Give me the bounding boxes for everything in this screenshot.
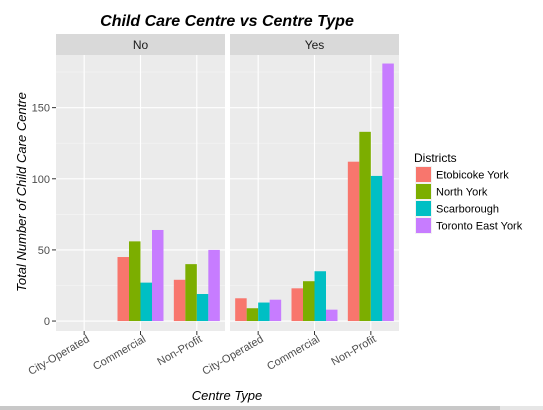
- x-tick-label: Non-Profit: [329, 333, 378, 368]
- bar: [185, 264, 197, 322]
- legend-swatch: [416, 167, 431, 182]
- legend-swatch: [416, 218, 431, 233]
- scrollbar-thumb[interactable]: [0, 406, 500, 410]
- y-tick-label: 50: [38, 245, 50, 257]
- bar: [359, 131, 371, 322]
- bar: [303, 281, 315, 322]
- panel-1-strip-label: No: [133, 38, 149, 52]
- legend-label: Scarborough: [436, 204, 499, 216]
- x-tick-label: City-Operated: [200, 333, 265, 378]
- bar: [326, 309, 338, 322]
- y-tick-label: 100: [32, 174, 50, 186]
- bar: [347, 161, 360, 322]
- bar: [246, 308, 259, 322]
- y-tick-label: 0: [44, 316, 50, 328]
- bar: [314, 271, 326, 322]
- legend: Etobicoke York North York Scarborough Toron…: [415, 166, 523, 234]
- bar: [196, 294, 209, 322]
- legend-title: Districts: [414, 151, 457, 165]
- chart-title: Child Care Centre vs Centre Type: [100, 13, 354, 30]
- legend-swatch: [416, 184, 431, 199]
- x-axis-title: Centre Type: [192, 388, 263, 403]
- bar: [140, 282, 152, 322]
- bar: [173, 279, 186, 322]
- bar: [291, 288, 303, 322]
- legend-label: Toronto East York: [436, 221, 523, 233]
- bar: [208, 249, 220, 322]
- panel-2-strip-label: Yes: [305, 38, 325, 52]
- panel-1-strip: [56, 34, 225, 55]
- bar: [269, 299, 282, 322]
- bar: [382, 63, 394, 322]
- y-tick-label: 150: [32, 103, 50, 115]
- horizontal-scrollbar[interactable]: [0, 406, 543, 410]
- bar: [370, 175, 383, 322]
- x-tick-label: Commercial: [91, 333, 148, 373]
- y-axis-title: Total Number of Child Care Centre: [14, 92, 29, 292]
- x-tick-label: Non-Profit: [155, 333, 204, 368]
- panel-2-strip: [230, 34, 399, 55]
- bar: [152, 229, 164, 322]
- x-tick-label: Commercial: [265, 333, 322, 373]
- legend-label: Etobicoke York: [436, 170, 509, 182]
- legend-swatch: [416, 201, 431, 216]
- bar: [235, 298, 247, 322]
- legend-label: North York: [436, 187, 488, 199]
- bar: [129, 241, 141, 322]
- bar: [117, 257, 129, 322]
- x-tick-label: City-Operated: [26, 333, 91, 378]
- bar: [258, 302, 270, 322]
